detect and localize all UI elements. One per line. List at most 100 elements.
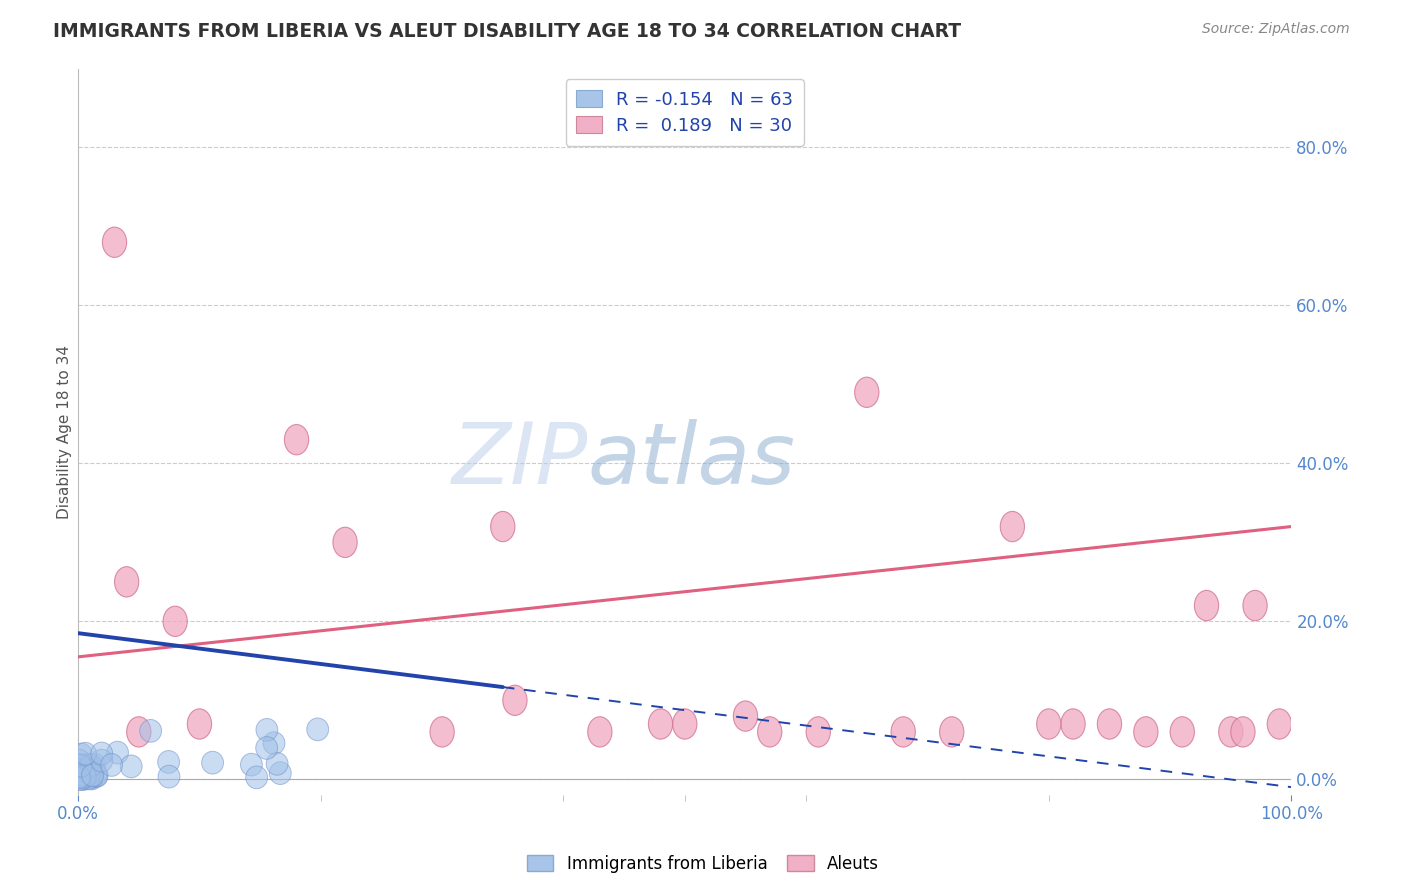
Ellipse shape xyxy=(1097,709,1122,739)
Ellipse shape xyxy=(73,767,94,790)
Ellipse shape xyxy=(1000,511,1025,541)
Ellipse shape xyxy=(672,709,697,739)
Legend: R = -0.154   N = 63, R =  0.189   N = 30: R = -0.154 N = 63, R = 0.189 N = 30 xyxy=(565,79,804,145)
Ellipse shape xyxy=(75,765,96,789)
Ellipse shape xyxy=(73,764,94,788)
Ellipse shape xyxy=(69,767,91,789)
Ellipse shape xyxy=(91,742,112,764)
Ellipse shape xyxy=(139,720,162,742)
Ellipse shape xyxy=(103,227,127,258)
Ellipse shape xyxy=(246,766,267,789)
Ellipse shape xyxy=(75,760,97,783)
Ellipse shape xyxy=(77,767,100,789)
Ellipse shape xyxy=(70,759,91,782)
Ellipse shape xyxy=(82,765,103,788)
Ellipse shape xyxy=(70,743,91,766)
Ellipse shape xyxy=(69,764,90,788)
Ellipse shape xyxy=(891,717,915,747)
Ellipse shape xyxy=(79,763,100,786)
Ellipse shape xyxy=(758,717,782,747)
Ellipse shape xyxy=(76,760,98,783)
Ellipse shape xyxy=(163,607,187,637)
Ellipse shape xyxy=(1194,591,1219,621)
Ellipse shape xyxy=(806,717,831,747)
Legend: Immigrants from Liberia, Aleuts: Immigrants from Liberia, Aleuts xyxy=(520,848,886,880)
Ellipse shape xyxy=(69,762,91,785)
Ellipse shape xyxy=(69,764,91,788)
Ellipse shape xyxy=(1170,717,1194,747)
Ellipse shape xyxy=(1230,717,1256,747)
Ellipse shape xyxy=(201,751,224,774)
Ellipse shape xyxy=(734,701,758,731)
Ellipse shape xyxy=(72,764,94,788)
Ellipse shape xyxy=(70,760,93,783)
Ellipse shape xyxy=(73,764,94,786)
Ellipse shape xyxy=(1036,709,1062,739)
Ellipse shape xyxy=(69,757,91,780)
Ellipse shape xyxy=(79,761,101,784)
Ellipse shape xyxy=(256,737,277,759)
Ellipse shape xyxy=(86,764,108,787)
Ellipse shape xyxy=(256,718,278,741)
Ellipse shape xyxy=(157,765,180,788)
Ellipse shape xyxy=(83,756,104,780)
Ellipse shape xyxy=(114,566,139,597)
Ellipse shape xyxy=(855,377,879,408)
Ellipse shape xyxy=(73,759,96,781)
Ellipse shape xyxy=(75,742,97,765)
Ellipse shape xyxy=(157,750,180,773)
Ellipse shape xyxy=(86,764,108,788)
Ellipse shape xyxy=(72,758,94,781)
Ellipse shape xyxy=(284,425,309,455)
Ellipse shape xyxy=(75,759,97,781)
Ellipse shape xyxy=(82,764,104,787)
Ellipse shape xyxy=(187,709,211,739)
Ellipse shape xyxy=(77,753,98,776)
Ellipse shape xyxy=(82,766,103,789)
Y-axis label: Disability Age 18 to 34: Disability Age 18 to 34 xyxy=(58,345,73,519)
Ellipse shape xyxy=(107,741,128,764)
Ellipse shape xyxy=(69,765,91,788)
Ellipse shape xyxy=(69,768,91,790)
Ellipse shape xyxy=(430,717,454,747)
Ellipse shape xyxy=(307,718,329,740)
Ellipse shape xyxy=(503,685,527,715)
Ellipse shape xyxy=(127,717,150,747)
Ellipse shape xyxy=(73,767,94,790)
Ellipse shape xyxy=(69,754,90,777)
Ellipse shape xyxy=(80,754,101,777)
Ellipse shape xyxy=(1267,709,1292,739)
Ellipse shape xyxy=(648,709,672,739)
Ellipse shape xyxy=(939,717,965,747)
Ellipse shape xyxy=(266,753,288,775)
Ellipse shape xyxy=(1219,717,1243,747)
Ellipse shape xyxy=(240,753,263,776)
Ellipse shape xyxy=(67,749,90,772)
Ellipse shape xyxy=(72,755,94,778)
Ellipse shape xyxy=(72,761,94,784)
Ellipse shape xyxy=(86,763,107,786)
Ellipse shape xyxy=(82,764,104,786)
Ellipse shape xyxy=(1133,717,1159,747)
Text: atlas: atlas xyxy=(588,419,796,502)
Ellipse shape xyxy=(84,754,105,776)
Ellipse shape xyxy=(73,764,94,788)
Ellipse shape xyxy=(69,766,91,789)
Ellipse shape xyxy=(333,527,357,558)
Ellipse shape xyxy=(588,717,612,747)
Ellipse shape xyxy=(91,749,112,772)
Ellipse shape xyxy=(67,763,89,786)
Ellipse shape xyxy=(101,754,122,776)
Text: IMMIGRANTS FROM LIBERIA VS ALEUT DISABILITY AGE 18 TO 34 CORRELATION CHART: IMMIGRANTS FROM LIBERIA VS ALEUT DISABIL… xyxy=(53,22,962,41)
Text: Source: ZipAtlas.com: Source: ZipAtlas.com xyxy=(1202,22,1350,37)
Ellipse shape xyxy=(1243,591,1267,621)
Ellipse shape xyxy=(82,767,103,789)
Ellipse shape xyxy=(69,765,90,789)
Ellipse shape xyxy=(263,731,285,755)
Ellipse shape xyxy=(121,755,142,778)
Ellipse shape xyxy=(270,762,291,784)
Ellipse shape xyxy=(491,511,515,541)
Ellipse shape xyxy=(70,755,91,777)
Ellipse shape xyxy=(1062,709,1085,739)
Text: ZIP: ZIP xyxy=(451,419,588,502)
